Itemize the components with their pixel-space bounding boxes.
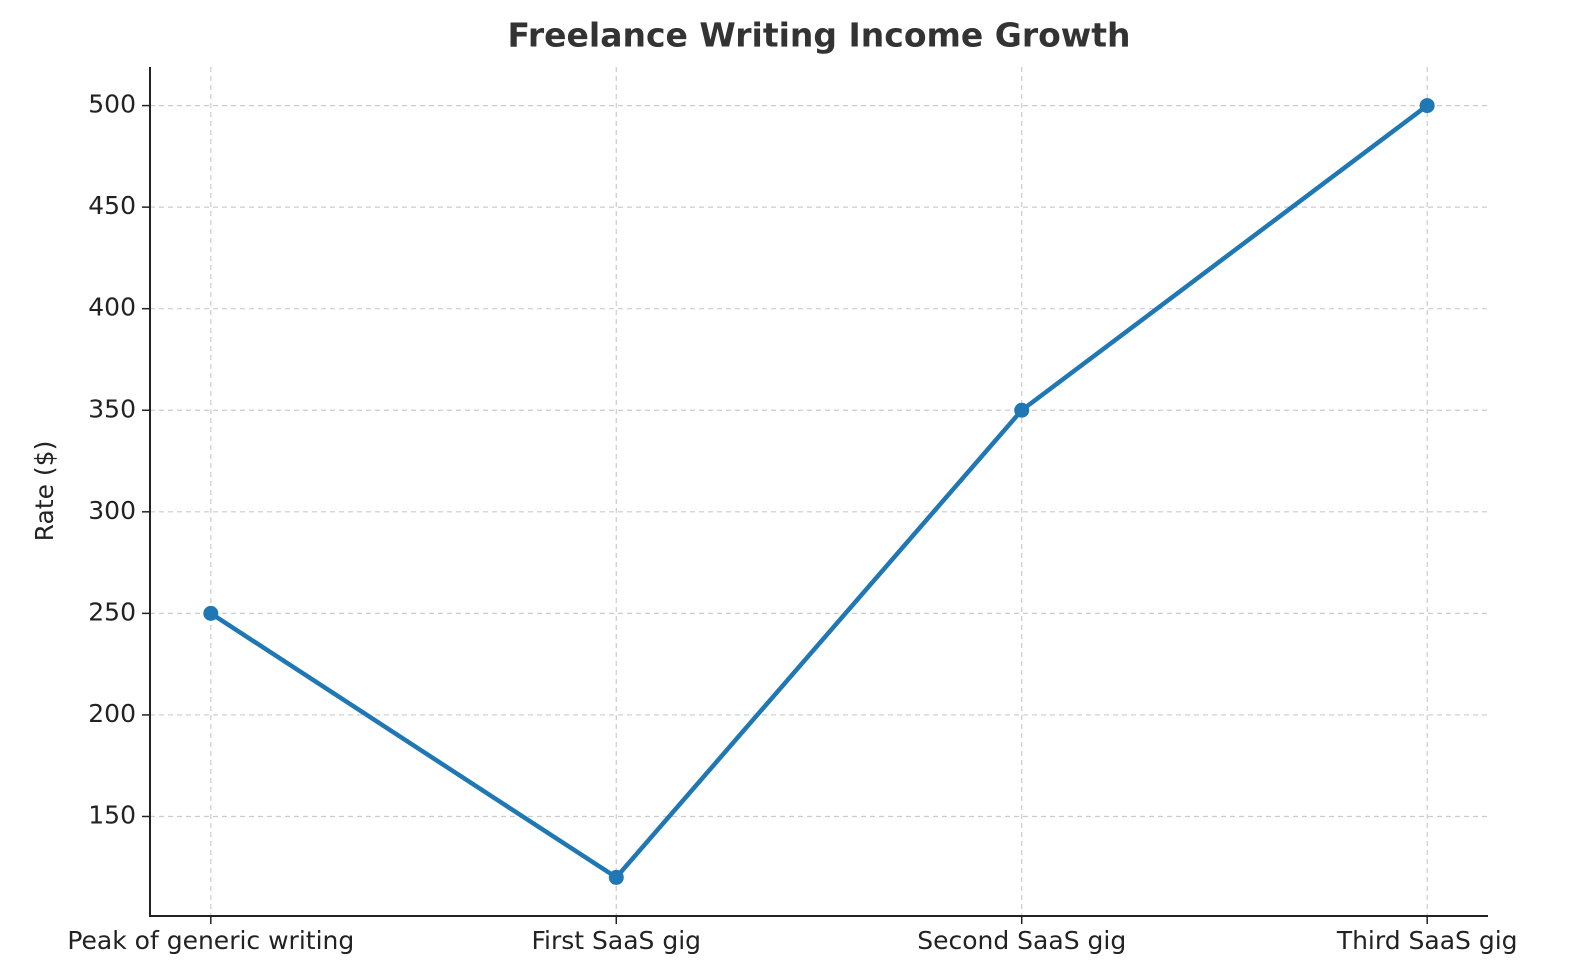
line [209, 103, 1429, 880]
y-tick-label: 450 [88, 191, 136, 220]
y-axis-label: Rate ($) [30, 441, 59, 542]
x-tick-label: Second SaaS gig [917, 926, 1126, 955]
marker [203, 605, 219, 621]
x-tick-label: Peak of generic writing [67, 926, 354, 955]
chart-title: Freelance Writing Income Growth [507, 16, 1130, 55]
y-tick-label: 200 [88, 699, 136, 728]
marker [608, 869, 624, 885]
x-tick-label: First SaaS gig [531, 926, 701, 955]
y-tick-label: 250 [88, 597, 136, 626]
y-tick-label: 300 [88, 496, 136, 525]
y-tick-label: 150 [88, 800, 136, 829]
marker [1014, 402, 1030, 418]
marker [1419, 98, 1435, 114]
y-tick-label: 400 [88, 293, 136, 322]
y-tick-label: 350 [88, 394, 136, 423]
x-tick-label: Third SaaS gig [1336, 926, 1518, 955]
y-tick-label: 500 [88, 90, 136, 119]
